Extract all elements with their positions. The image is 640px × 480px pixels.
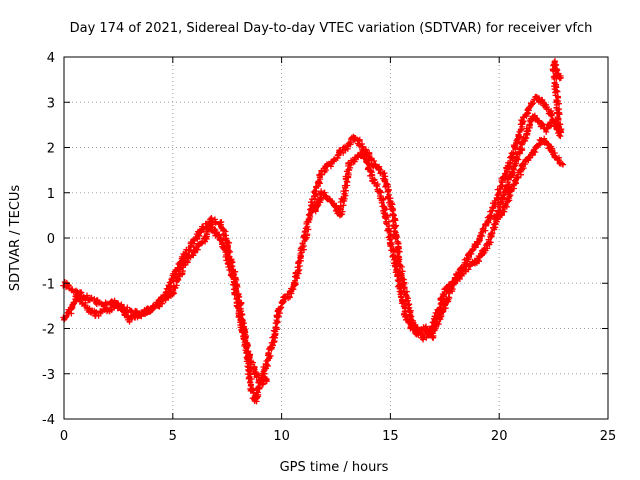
series-track-b bbox=[60, 220, 270, 388]
y-tick-label: -4 bbox=[42, 413, 55, 428]
chart-title: Day 174 of 2021, Sidereal Day-to-day VTE… bbox=[70, 21, 593, 36]
y-tick-label: -2 bbox=[42, 323, 55, 338]
y-tick-label: 3 bbox=[47, 96, 55, 111]
series-track-a bbox=[60, 93, 564, 405]
ticks bbox=[63, 56, 609, 420]
data-point-markers bbox=[60, 220, 270, 388]
x-tick-labels: 0 5 10 15 20 25 bbox=[60, 429, 616, 444]
series-track-d bbox=[491, 58, 565, 223]
y-tick-label: 0 bbox=[47, 232, 55, 247]
x-tick-label: 15 bbox=[382, 429, 399, 444]
y-axis-label: SDTVAR / TECUs bbox=[8, 185, 23, 292]
x-tick-label: 10 bbox=[273, 429, 290, 444]
y-tick-label: 4 bbox=[47, 51, 55, 66]
data-point-markers bbox=[310, 135, 566, 343]
x-axis-label: GPS time / hours bbox=[280, 460, 389, 475]
y-tick-label: -3 bbox=[42, 368, 55, 383]
y-tick-label: 2 bbox=[47, 142, 55, 157]
y-tick-labels: -4 -3 -2 -1 0 1 2 3 4 bbox=[42, 51, 55, 428]
data-points bbox=[60, 58, 566, 405]
x-tick-label: 20 bbox=[491, 429, 508, 444]
data-point-markers bbox=[491, 58, 565, 223]
x-tick-label: 25 bbox=[600, 429, 617, 444]
data-point-markers bbox=[60, 93, 564, 405]
y-tick-label: 1 bbox=[47, 187, 55, 202]
x-tick-label: 5 bbox=[169, 429, 177, 444]
y-tick-label: -1 bbox=[42, 277, 55, 292]
series-track-c bbox=[310, 135, 566, 343]
grid bbox=[64, 57, 608, 419]
x-tick-label: 0 bbox=[60, 429, 68, 444]
